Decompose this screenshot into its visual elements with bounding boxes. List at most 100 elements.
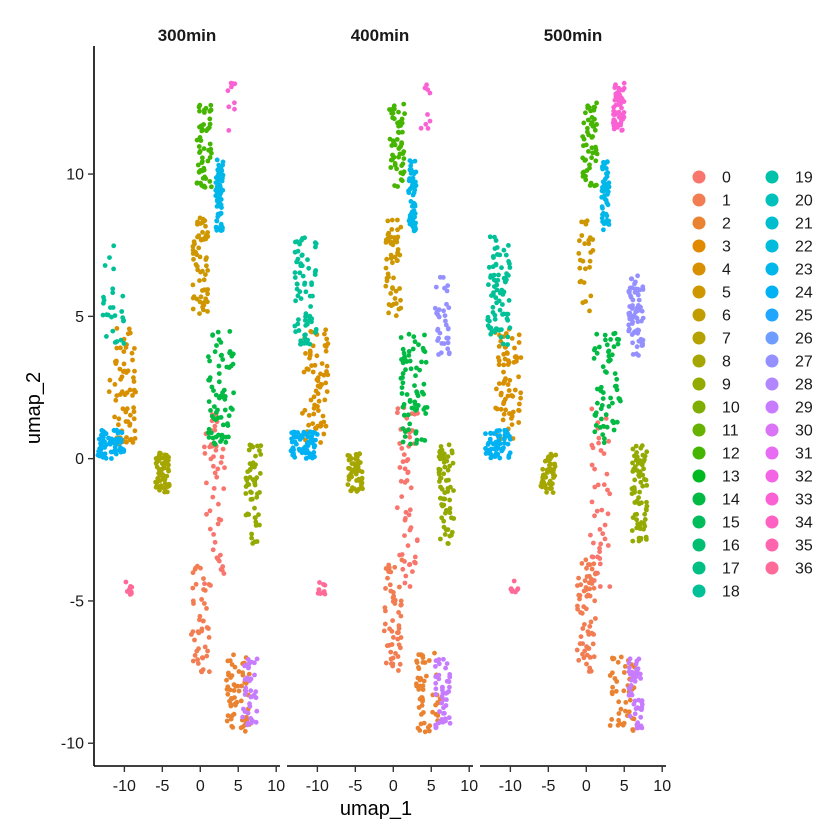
point-cluster-9: [246, 482, 252, 487]
point-cluster-14: [208, 408, 213, 413]
point-cluster-29: [253, 695, 259, 701]
point-cluster-33: [427, 90, 433, 96]
point-cluster-2: [607, 723, 613, 728]
point-cluster-18: [498, 334, 504, 340]
point-cluster-14: [218, 415, 224, 420]
point-cluster-23: [214, 157, 220, 163]
point-cluster-4: [118, 345, 123, 351]
point-cluster-27: [628, 294, 634, 300]
point-cluster-18: [486, 282, 491, 288]
point-cluster-9: [629, 528, 635, 533]
point-cluster-24: [498, 441, 503, 446]
point-cluster-29: [447, 672, 453, 677]
point-cluster-2: [416, 652, 422, 658]
legend-label-12: 12: [722, 446, 740, 463]
point-cluster-23: [412, 225, 418, 231]
point-cluster-18: [303, 289, 309, 295]
point-cluster-29: [440, 687, 445, 693]
point-cluster-1: [383, 608, 388, 614]
point-cluster-2: [609, 691, 615, 697]
point-cluster-18: [104, 334, 109, 339]
point-cluster-36: [123, 579, 129, 585]
legend-key-12: [692, 446, 706, 460]
point-cluster-1: [586, 562, 591, 567]
point-cluster-0: [412, 411, 418, 417]
point-cluster-12: [590, 150, 596, 156]
point-cluster-27: [437, 274, 443, 280]
point-cluster-18: [296, 317, 301, 322]
point-cluster-1: [579, 610, 585, 616]
legend-key-3: [692, 239, 706, 253]
point-cluster-0: [591, 540, 596, 546]
point-cluster-8: [552, 461, 557, 467]
point-cluster-14: [611, 420, 616, 426]
legend-label-6: 6: [722, 308, 731, 325]
point-cluster-14: [608, 395, 613, 401]
point-cluster-0: [215, 521, 221, 527]
point-cluster-12: [391, 116, 397, 122]
point-cluster-1: [393, 651, 398, 656]
point-cluster-1: [389, 642, 395, 647]
point-cluster-24: [113, 451, 119, 457]
point-cluster-29: [441, 656, 446, 662]
point-cluster-1: [580, 651, 585, 657]
point-cluster-27: [630, 352, 636, 357]
point-cluster-33: [226, 127, 232, 133]
point-cluster-14: [616, 396, 622, 401]
point-cluster-18: [303, 311, 309, 317]
point-cluster-8: [359, 469, 365, 475]
point-cluster-9: [252, 515, 258, 520]
point-cluster-4: [311, 394, 317, 400]
point-cluster-5: [190, 282, 196, 288]
point-cluster-8: [547, 478, 553, 484]
point-cluster-14: [206, 399, 212, 404]
point-cluster-5: [388, 303, 394, 309]
point-cluster-0: [219, 567, 225, 573]
point-cluster-9: [630, 538, 636, 544]
point-cluster-14: [611, 427, 617, 433]
point-cluster-9: [256, 512, 261, 518]
point-cluster-24: [501, 445, 506, 451]
cluster-18-points: [485, 234, 513, 347]
point-cluster-0: [216, 501, 221, 507]
point-cluster-24: [294, 441, 299, 447]
point-cluster-36: [124, 589, 130, 594]
point-cluster-24: [116, 447, 122, 453]
point-cluster-1: [580, 626, 586, 631]
point-cluster-9: [439, 486, 445, 492]
point-cluster-1: [197, 613, 203, 619]
point-cluster-27: [640, 315, 646, 321]
point-cluster-0: [407, 507, 413, 513]
point-cluster-2: [623, 700, 629, 705]
point-cluster-14: [421, 348, 427, 353]
point-cluster-1: [576, 657, 582, 663]
point-cluster-14: [207, 377, 212, 383]
point-cluster-14: [223, 439, 229, 445]
point-cluster-0: [402, 466, 408, 472]
point-cluster-18: [305, 337, 310, 343]
point-cluster-18: [493, 262, 499, 268]
point-cluster-4: [322, 331, 327, 337]
point-cluster-12: [593, 144, 598, 150]
point-cluster-1: [581, 588, 587, 594]
point-cluster-2: [416, 666, 422, 672]
point-cluster-5: [205, 268, 211, 273]
point-cluster-1: [588, 576, 594, 582]
point-cluster-14: [206, 354, 211, 360]
point-cluster-29: [433, 664, 438, 669]
legend-key-0: [692, 170, 706, 184]
point-cluster-9: [436, 472, 442, 477]
legend-label-28: 28: [795, 377, 813, 394]
point-cluster-4: [306, 412, 312, 418]
point-cluster-8: [357, 451, 362, 457]
point-cluster-0: [607, 584, 613, 589]
point-cluster-9: [252, 505, 257, 511]
point-cluster-14: [400, 426, 406, 431]
point-cluster-4: [312, 402, 317, 408]
point-cluster-23: [219, 227, 225, 233]
point-cluster-9: [440, 496, 446, 502]
point-cluster-18: [119, 309, 125, 314]
point-cluster-29: [433, 692, 439, 697]
point-cluster-5: [389, 227, 395, 232]
point-cluster-36: [508, 587, 514, 592]
